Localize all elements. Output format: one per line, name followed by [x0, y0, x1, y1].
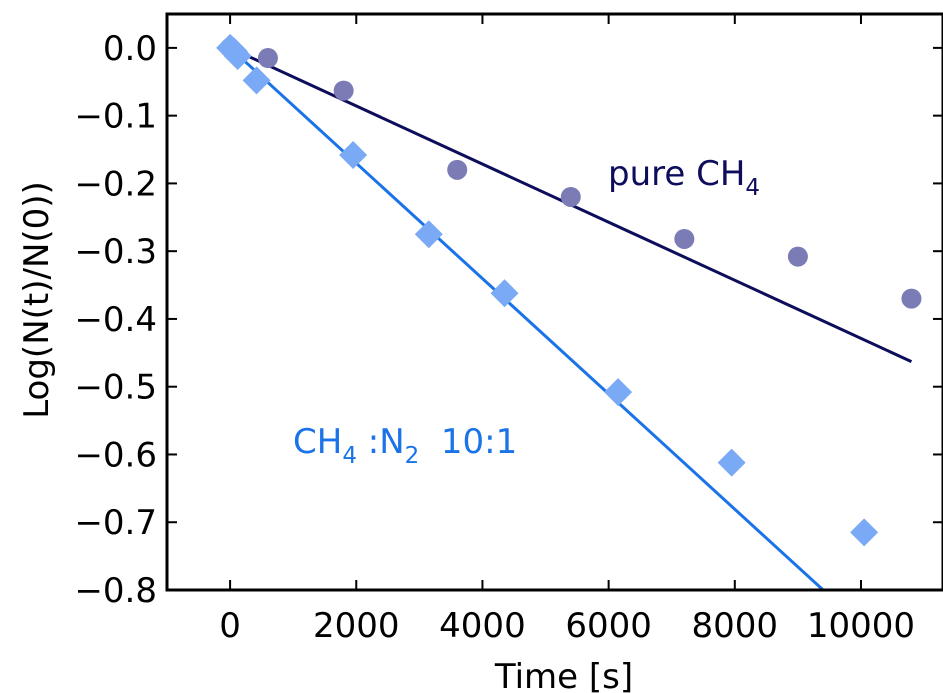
x-tick-labels: 0 2000 4000 6000 8000 10000: [219, 606, 915, 646]
point-circle-4: [560, 186, 581, 207]
point-circle-3: [447, 159, 468, 180]
y-tick-label: −0.8: [74, 571, 157, 611]
point-diamond-5: [414, 220, 443, 249]
annotation-ch4-n2-sub2: 2: [405, 443, 420, 469]
x-tick-label: 8000: [692, 606, 779, 646]
annotation-ch4-n2: CH4 :N2 10:1: [293, 422, 517, 469]
y-tick-label: −0.2: [74, 164, 157, 204]
y-tick-label: −0.5: [74, 368, 157, 408]
point-diamond-3: [242, 66, 271, 95]
annotation-pure-ch4-sub: 4: [745, 175, 760, 201]
point-circle-6: [787, 246, 808, 267]
point-diamond-9: [850, 518, 879, 547]
annotation-ch4-n2-text2: :N: [357, 422, 405, 462]
point-diamond-8: [717, 448, 746, 477]
annotation-ch4-n2-sub: 4: [342, 443, 357, 469]
point-circle-2: [333, 80, 354, 101]
y-tick-label: −0.3: [74, 232, 157, 272]
x-tick-label: 6000: [565, 606, 652, 646]
plot-frame: [165, 12, 943, 592]
x-axis-label: Time [s]: [494, 657, 633, 693]
axis-ticks: [167, 14, 943, 591]
y-tick-label: −0.7: [74, 503, 157, 543]
y-tick-label: −0.4: [74, 300, 157, 340]
x-tick-label: 4000: [439, 606, 526, 646]
y-tick-label: −0.1: [74, 97, 157, 137]
y-tick-labels: 0.0 −0.1 −0.2 −0.3 −0.4 −0.5 −0.6 −0.7 −0.8: [74, 29, 157, 611]
fit-line-1: [229, 46, 825, 590]
point-circle-5: [674, 228, 695, 249]
x-tick-label: 10000: [807, 606, 915, 646]
point-diamond-7: [604, 378, 633, 407]
annotation-pure-ch4: pure CH4: [608, 154, 760, 201]
annotation-pure-ch4-text: pure CH: [608, 154, 745, 194]
annotation-ch4-n2-ratio: 10:1: [419, 422, 517, 462]
point-circle-7: [901, 288, 922, 309]
x-tick-label: 0: [219, 606, 241, 646]
y-tick-label: −0.6: [74, 435, 157, 475]
y-tick-label: 0.0: [103, 29, 157, 69]
data-markers: [216, 33, 922, 547]
point-diamond-2: [223, 42, 252, 71]
point-diamond-6: [490, 279, 519, 308]
point-circle-1: [257, 48, 278, 69]
x-tick-label: 2000: [313, 606, 400, 646]
annotation-ch4-n2-text: CH: [293, 422, 342, 462]
point-diamond-4: [339, 140, 368, 169]
y-axis-label: Log(N(t)/N(0)): [17, 181, 57, 419]
fit-lines: [229, 46, 913, 590]
